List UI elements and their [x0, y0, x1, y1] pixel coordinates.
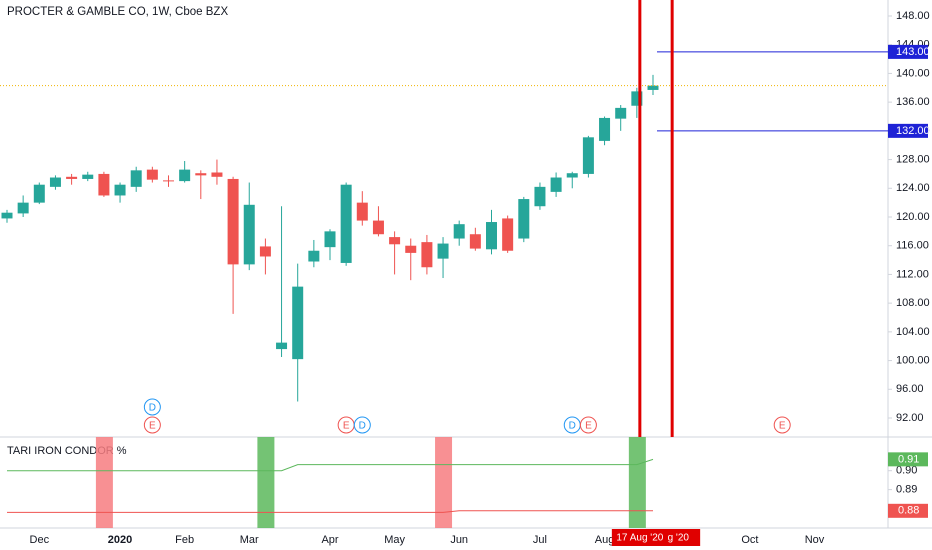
level-label: 143.00 [896, 46, 930, 58]
y-tick-label: 100.00 [896, 354, 930, 366]
event-label: E [149, 421, 156, 432]
event-marker [579, 416, 597, 434]
candle-body [179, 169, 191, 182]
candle-body [130, 170, 142, 187]
event-marker [353, 416, 371, 434]
candle-body [163, 180, 174, 182]
candle-body [534, 186, 546, 207]
x-tick-label: 2020 [108, 534, 132, 546]
indicator-value-label: 0.88 [898, 505, 919, 517]
level-tag [888, 123, 928, 138]
candle-body [259, 246, 271, 257]
x-tick-label: Feb [175, 534, 194, 546]
candle-body [615, 107, 627, 119]
signal-zone [435, 437, 453, 528]
candle-body [146, 169, 158, 180]
candle-body [421, 242, 433, 268]
date-label: 17 Aug '20 [616, 533, 663, 544]
indicator-value-label: 0.91 [898, 453, 919, 465]
y-tick-label: 0.90 [896, 465, 917, 477]
candle-body [211, 172, 223, 177]
x-tick-label: Mar [240, 534, 259, 546]
signal-zone [628, 437, 646, 528]
y-tick-label: 0.89 [896, 484, 917, 496]
y-tick-label: 112.00 [896, 268, 929, 280]
event-label: E [779, 421, 786, 432]
date-label: Aug '20 [655, 533, 689, 544]
event-marker [143, 416, 161, 434]
candle-body [389, 237, 401, 245]
y-tick-label: 124.00 [896, 182, 930, 194]
chart-title: PROCTER & GAMBLE CO, 1W, Cboe BZX [7, 6, 228, 18]
candle-body [1, 212, 13, 219]
event-label: E [343, 421, 350, 432]
date-tag [611, 529, 668, 546]
candle-body [502, 218, 514, 251]
candle-body [276, 342, 288, 350]
y-tick-label: 128.00 [896, 153, 930, 165]
candle-body [324, 231, 336, 248]
candle-body [82, 174, 94, 179]
candle-body [49, 177, 61, 187]
x-tick-label: Jun [450, 534, 468, 546]
candle-body [98, 173, 110, 196]
candle-body [356, 202, 368, 221]
y-tick-label: 92.00 [896, 412, 924, 424]
candle-body [227, 178, 239, 265]
candle-body [647, 85, 659, 90]
y-tick-label: 116.00 [896, 240, 929, 252]
candle-body [292, 286, 304, 360]
event-label: D [359, 421, 366, 432]
candle-body [469, 234, 481, 249]
candle-body [453, 224, 465, 239]
signal-zone [257, 437, 275, 528]
candle-body [437, 243, 449, 259]
signal-zone [95, 437, 113, 528]
candle-body [582, 137, 594, 174]
candle-body [66, 176, 78, 179]
y-tick-label: 120.00 [896, 211, 930, 223]
indicator-tag [888, 452, 928, 467]
indicator-line [7, 458, 654, 472]
x-tick-label: Nov [805, 534, 825, 546]
level-label: 132.00 [896, 125, 930, 137]
event-label: E [585, 421, 592, 432]
y-tick-label: 96.00 [896, 383, 924, 395]
indicator-line [7, 510, 653, 513]
candle-body [340, 184, 352, 263]
x-tick-label: May [384, 534, 405, 546]
event-marker [143, 398, 161, 416]
candle-body [518, 199, 530, 239]
x-tick-label: Jul [533, 534, 547, 546]
candle-body [566, 173, 578, 178]
candle-body [308, 250, 320, 262]
candle-body [372, 220, 384, 235]
candle-body [486, 222, 497, 250]
candle-body [405, 245, 417, 253]
level-tag [888, 44, 928, 59]
y-tick-label: 148.00 [896, 10, 930, 22]
y-tick-label: 108.00 [896, 297, 930, 309]
candle-body [599, 117, 611, 141]
candle-body [631, 91, 643, 106]
candle-body [114, 184, 126, 196]
y-tick-label: 140.00 [896, 67, 930, 79]
event-marker [773, 416, 791, 434]
indicator-tag [888, 503, 928, 518]
candle-body [33, 184, 45, 203]
candle-body [243, 204, 255, 265]
y-tick-label: 136.00 [896, 96, 930, 108]
candle-body [17, 202, 29, 214]
y-tick-label: 104.00 [896, 326, 930, 338]
x-tick-label: Dec [30, 534, 50, 546]
event-label: D [149, 403, 156, 414]
candle-body [195, 173, 207, 176]
x-tick-label: Oct [741, 534, 758, 546]
event-label: D [569, 421, 576, 432]
x-tick-label: Apr [321, 534, 338, 546]
x-tick-label: Aug [595, 534, 615, 546]
candle-body [550, 177, 562, 192]
